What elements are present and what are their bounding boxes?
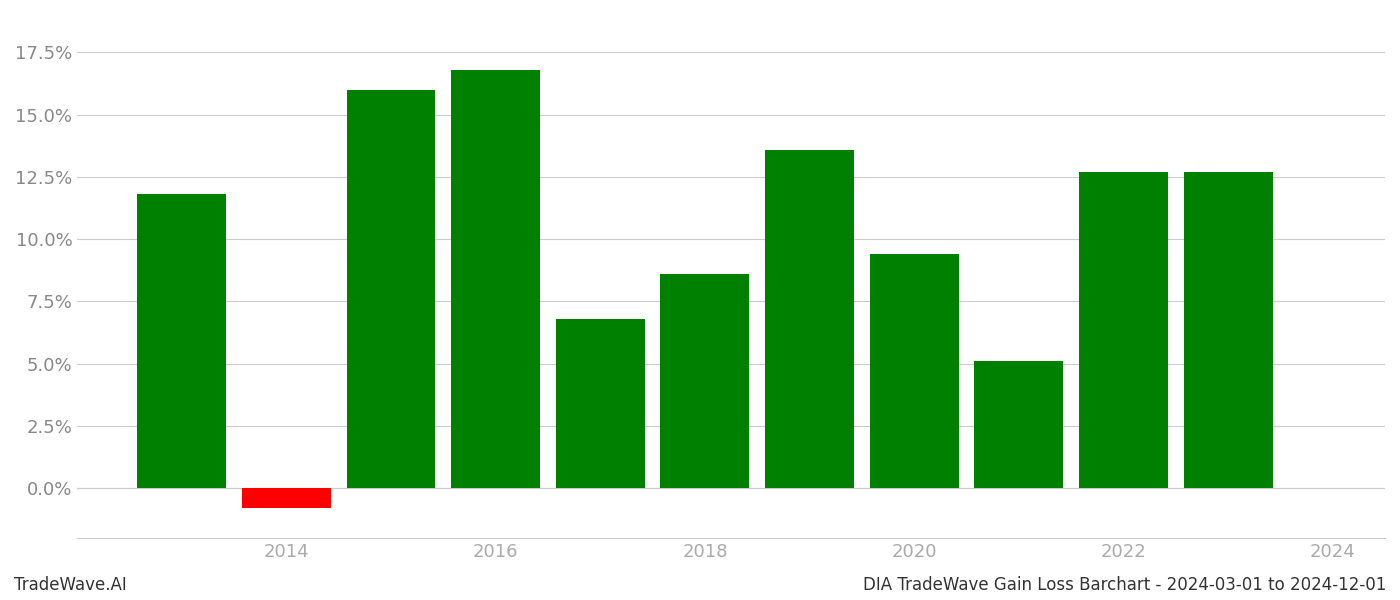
Bar <box>451 70 540 488</box>
Bar <box>764 149 854 488</box>
Bar <box>556 319 645 488</box>
Bar <box>137 194 227 488</box>
Bar <box>347 90 435 488</box>
Text: DIA TradeWave Gain Loss Barchart - 2024-03-01 to 2024-12-01: DIA TradeWave Gain Loss Barchart - 2024-… <box>862 576 1386 594</box>
Text: TradeWave.AI: TradeWave.AI <box>14 576 127 594</box>
Bar <box>974 361 1063 488</box>
Bar <box>1183 172 1273 488</box>
Bar <box>869 254 959 488</box>
Bar <box>242 488 330 508</box>
Bar <box>661 274 749 488</box>
Bar <box>1079 172 1168 488</box>
